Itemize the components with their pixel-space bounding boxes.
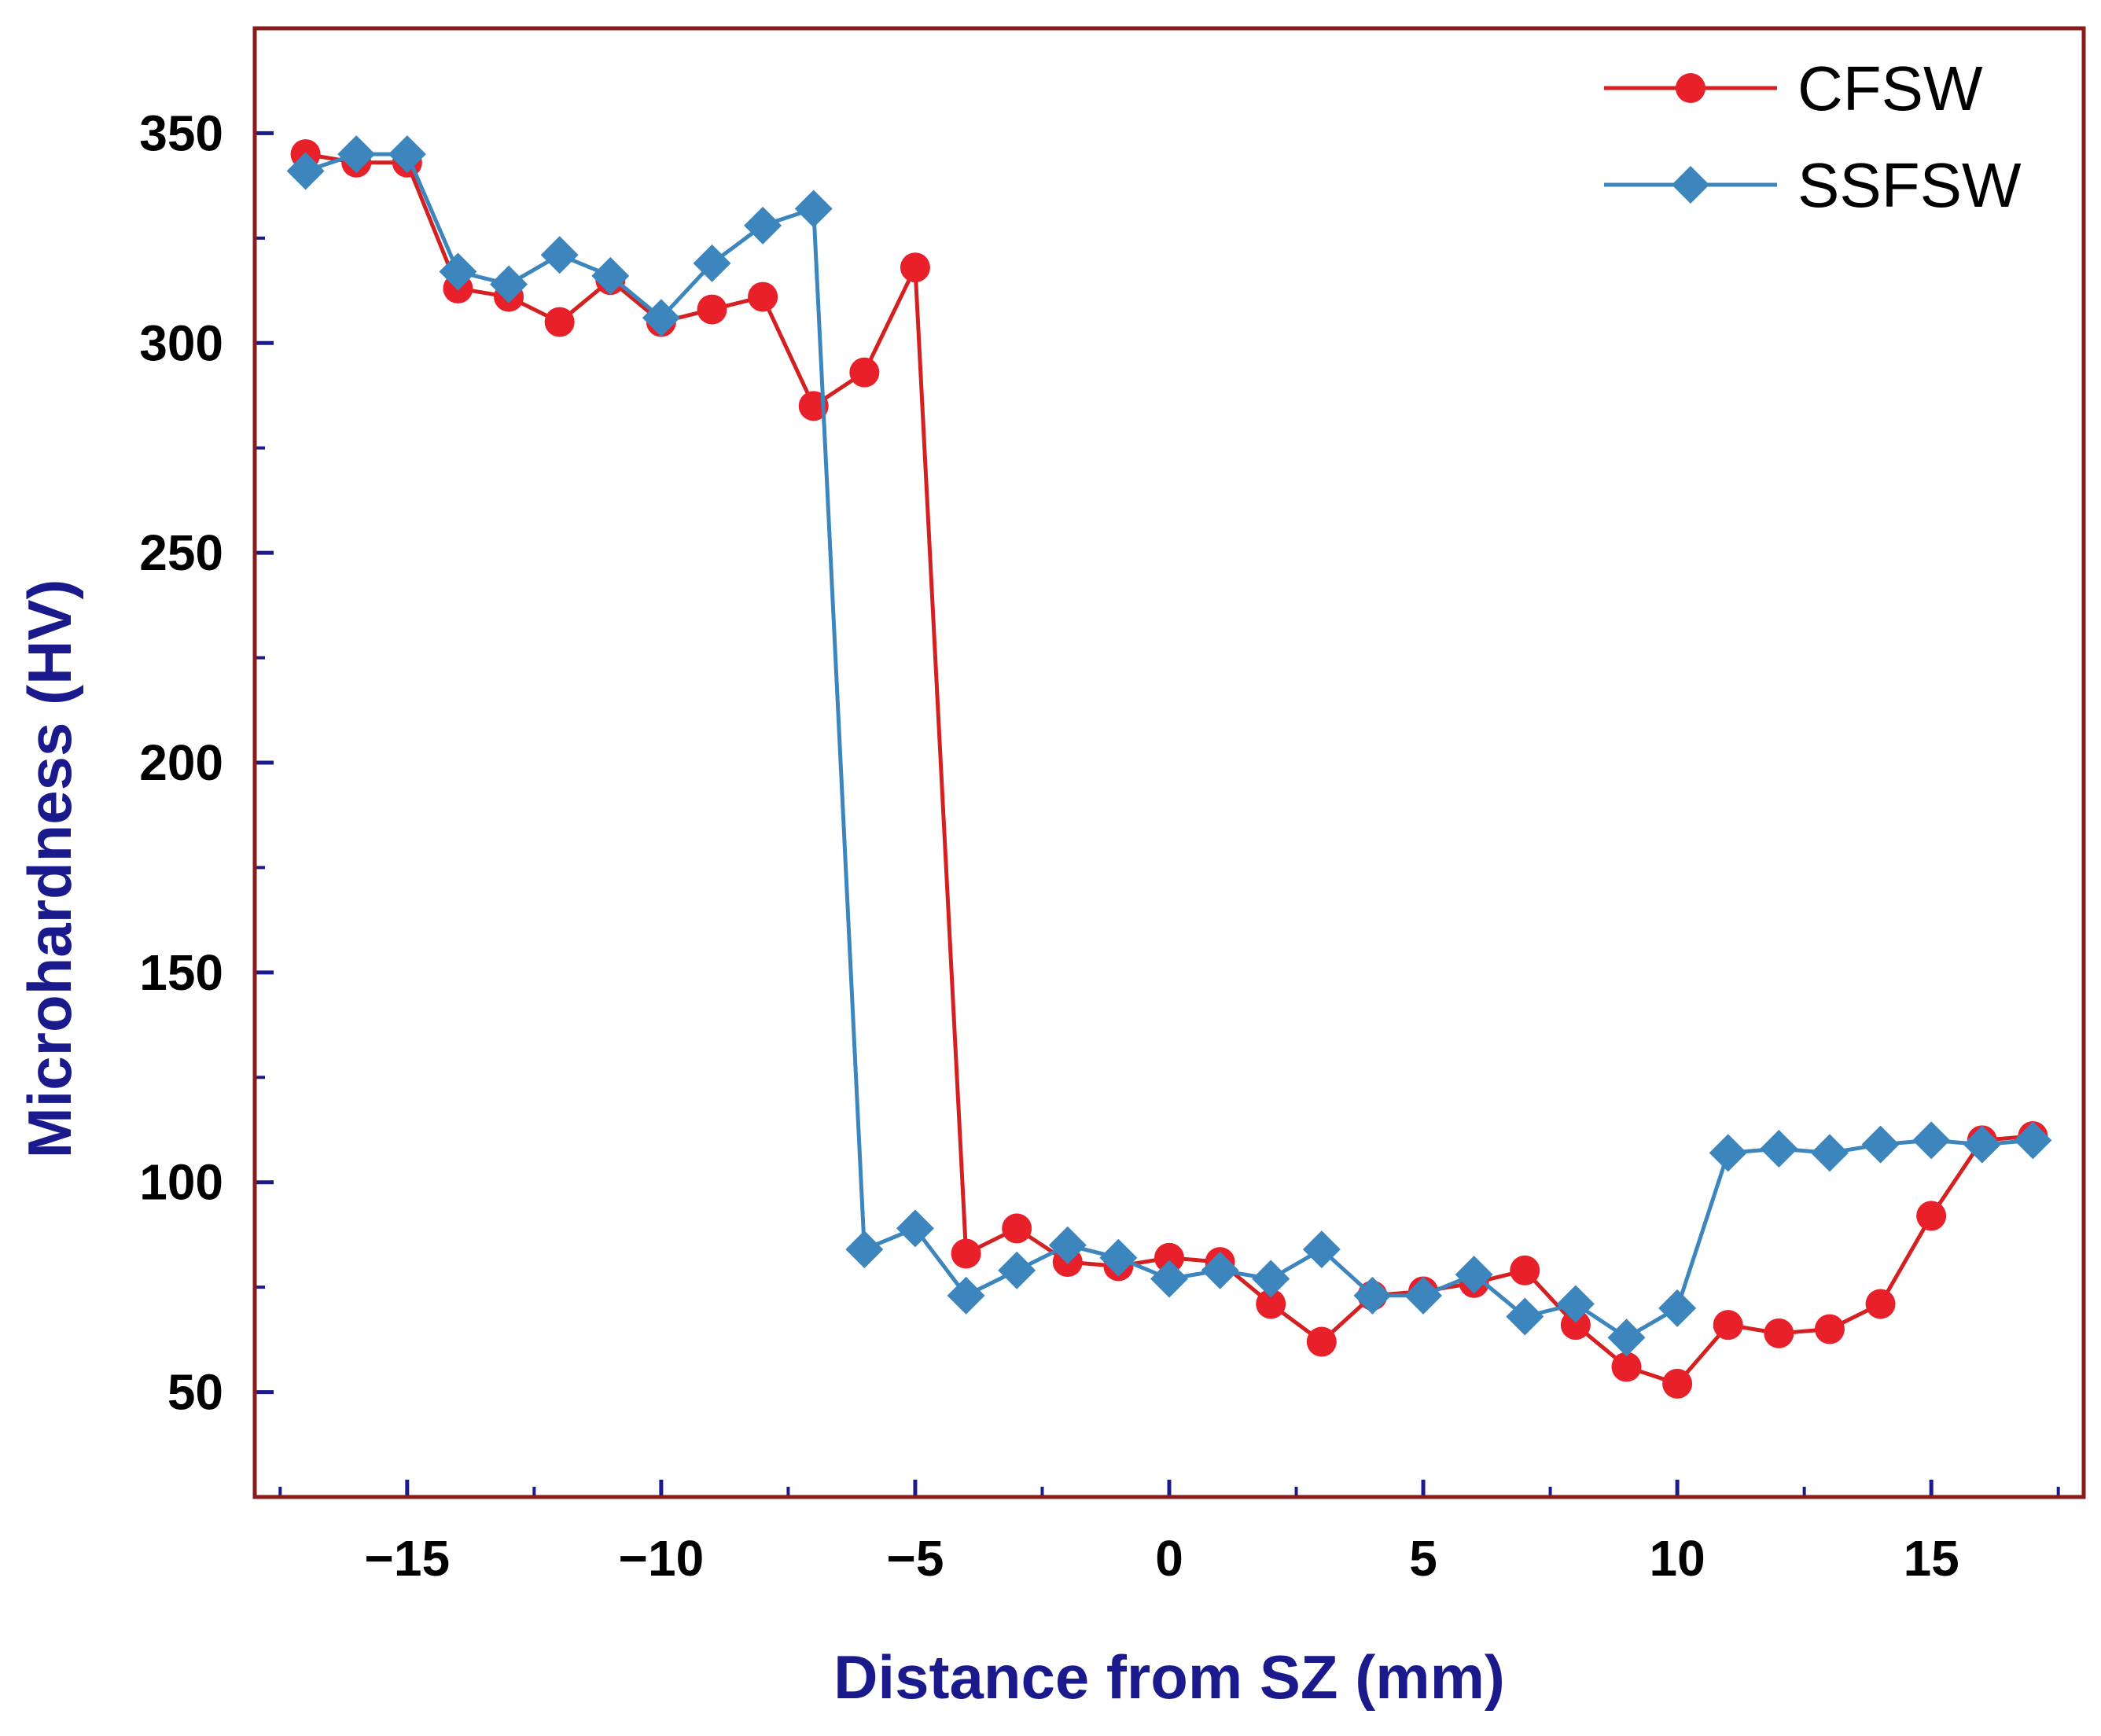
data-point-cfsw xyxy=(1306,1326,1337,1357)
data-point-cfsw xyxy=(1560,1310,1591,1341)
data-point-cfsw xyxy=(1611,1352,1642,1382)
data-point-ssfsw xyxy=(1455,1256,1493,1294)
data-point-cfsw xyxy=(1154,1242,1184,1273)
data-point-ssfsw xyxy=(1048,1226,1087,1264)
data-point-ssfsw xyxy=(1404,1276,1443,1315)
data-point-ssfsw xyxy=(591,256,630,295)
data-point-ssfsw xyxy=(2014,1121,2052,1160)
y-tick-label: 150 xyxy=(139,944,223,1001)
data-point-ssfsw xyxy=(1150,1260,1188,1298)
legend-marker-cfsw xyxy=(1676,73,1705,103)
y-axis-title: Microhardness (HV) xyxy=(15,579,84,1159)
data-point-cfsw xyxy=(544,307,575,337)
data-point-cfsw xyxy=(1916,1201,1947,1231)
data-point-ssfsw xyxy=(286,152,325,190)
data-point-ssfsw xyxy=(439,252,477,291)
data-point-ssfsw xyxy=(1353,1276,1392,1315)
data-point-ssfsw xyxy=(1658,1289,1697,1327)
y-tick-labels: 50 100 150 200 250 300 350 xyxy=(139,105,223,1420)
y-tick-label: 50 xyxy=(167,1364,223,1421)
data-point-ssfsw xyxy=(1506,1297,1544,1336)
data-point-cfsw xyxy=(1510,1255,1540,1285)
data-point-cfsw xyxy=(1814,1314,1845,1344)
data-point-ssfsw xyxy=(540,236,579,274)
x-tick-label: 10 xyxy=(1650,1530,1705,1587)
data-point-ssfsw xyxy=(1760,1130,1798,1168)
data-point-ssfsw xyxy=(845,1230,884,1269)
data-point-ssfsw xyxy=(1861,1125,1900,1164)
data-point-ssfsw xyxy=(744,206,782,245)
data-point-ssfsw xyxy=(1709,1134,1747,1172)
y-tick-label: 300 xyxy=(139,314,223,371)
series-layer xyxy=(286,135,2052,1399)
plot-area-frame xyxy=(252,26,2086,1499)
data-point-ssfsw xyxy=(1302,1230,1341,1269)
x-tick-labels: −15 −10 −5 0 5 10 15 xyxy=(365,1530,1959,1587)
data-point-ssfsw xyxy=(490,265,528,303)
legend-marker-ssfsw xyxy=(1672,166,1709,204)
data-point-ssfsw xyxy=(1912,1121,1951,1160)
data-point-cfsw xyxy=(748,281,778,312)
data-point-ssfsw xyxy=(1607,1319,1646,1357)
x-axis-title: Distance from SZ (mm) xyxy=(833,1642,1505,1712)
data-point-ssfsw xyxy=(1963,1125,2001,1164)
data-point-ssfsw xyxy=(1810,1134,1849,1172)
data-point-ssfsw xyxy=(1556,1285,1595,1323)
data-point-cfsw xyxy=(1865,1289,1896,1319)
data-point-ssfsw xyxy=(1201,1251,1239,1289)
x-tick-label: 5 xyxy=(1409,1530,1437,1587)
data-point-cfsw xyxy=(1256,1289,1286,1319)
data-point-cfsw xyxy=(1713,1310,1743,1341)
data-point-cfsw xyxy=(697,294,727,325)
x-tick-label: −15 xyxy=(365,1530,451,1587)
legend-label-ssfsw: SSFSW xyxy=(1797,150,2022,220)
y-tick-label: 350 xyxy=(139,105,223,161)
x-tick-label: 15 xyxy=(1904,1530,1959,1587)
data-point-ssfsw xyxy=(1252,1260,1290,1298)
series-ssfsw xyxy=(286,135,2052,1357)
data-point-cfsw xyxy=(1662,1368,1693,1399)
data-point-ssfsw xyxy=(896,1209,934,1248)
data-point-ssfsw xyxy=(337,135,376,174)
data-point-cfsw xyxy=(951,1238,981,1269)
legend-label-cfsw: CFSW xyxy=(1797,53,1983,123)
y-tick-label: 250 xyxy=(139,524,223,581)
x-tick-label: −5 xyxy=(886,1530,944,1587)
y-tick-label: 200 xyxy=(139,734,223,791)
data-point-ssfsw xyxy=(693,244,731,282)
data-point-cfsw xyxy=(849,357,880,388)
data-point-cfsw xyxy=(1764,1318,1794,1348)
data-point-ssfsw xyxy=(794,189,833,228)
data-point-ssfsw xyxy=(947,1276,985,1315)
data-point-ssfsw xyxy=(998,1251,1036,1289)
x-tick-label: 0 xyxy=(1155,1530,1183,1587)
data-point-ssfsw xyxy=(388,135,426,174)
y-tick-label: 100 xyxy=(139,1154,223,1211)
data-point-cfsw xyxy=(900,252,930,283)
legend: CFSW SSFSW xyxy=(1604,53,2022,220)
data-point-ssfsw xyxy=(1099,1238,1138,1277)
data-point-ssfsw xyxy=(642,299,680,337)
x-tick-label: −10 xyxy=(619,1530,705,1587)
data-point-cfsw xyxy=(1002,1213,1032,1244)
